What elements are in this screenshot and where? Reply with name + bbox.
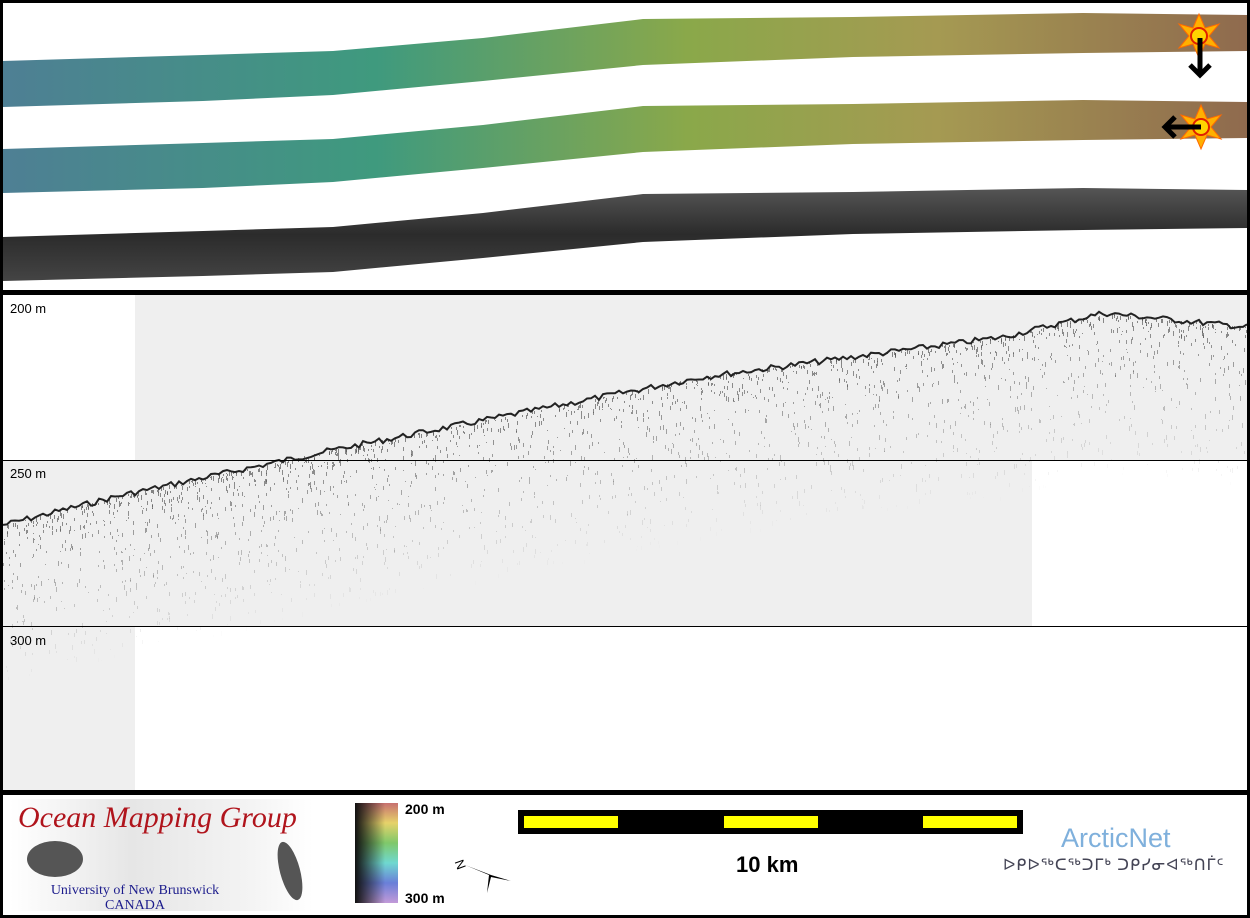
ocean-mapping-group-logo: Ocean Mapping Group University of New Br… <box>10 799 313 911</box>
swath-strips <box>3 12 1247 281</box>
north-arrow-icon: N <box>452 858 511 893</box>
subbottom-profile-panel: 200 m 250 m 300 m <box>3 295 1247 790</box>
arcticnet-logo: ArcticNet <box>1061 823 1171 853</box>
subbottom-profile <box>3 295 1247 790</box>
profile-coverage <box>3 627 135 790</box>
depth-label: 300 m <box>10 633 47 648</box>
arcticnet-syllabics: ᐅᑭᐅᖅᑕᖅᑐᒥᒃ ᑐᑭᓯᓂᐊᖅᑎᒦᑦ <box>1003 857 1225 874</box>
logo-university: University of New Brunswick <box>50 883 220 898</box>
scale-bar <box>518 810 1023 834</box>
logo-title: Ocean Mapping Group <box>18 801 297 834</box>
scale-label: 10 km <box>736 852 799 877</box>
depth-colorbar <box>355 803 398 903</box>
arrow-down-icon <box>1188 38 1212 79</box>
depth-gridline <box>3 460 1247 461</box>
logo-country: CANADA <box>105 898 165 911</box>
colorbar-top-label: 200 m <box>405 801 445 817</box>
legend-panel: Ocean Mapping Group University of New Br… <box>3 795 1247 915</box>
depth-gridline <box>3 626 1247 627</box>
bathymetry-strip-1 <box>3 13 1247 107</box>
seafloor-reflector <box>3 310 1247 526</box>
swath-strips-panel <box>3 3 1247 290</box>
profile-coverage <box>3 460 1032 627</box>
depth-label: 250 m <box>10 466 47 481</box>
backscatter-strip <box>3 188 1247 281</box>
logo-sonar-image <box>27 841 303 901</box>
svg-text:N: N <box>452 858 469 872</box>
depth-label: 200 m <box>10 301 47 316</box>
colorbar-bottom-label: 300 m <box>405 890 445 906</box>
arrow-left-icon <box>1161 115 1201 139</box>
bathymetry-strip-2 <box>3 100 1247 193</box>
